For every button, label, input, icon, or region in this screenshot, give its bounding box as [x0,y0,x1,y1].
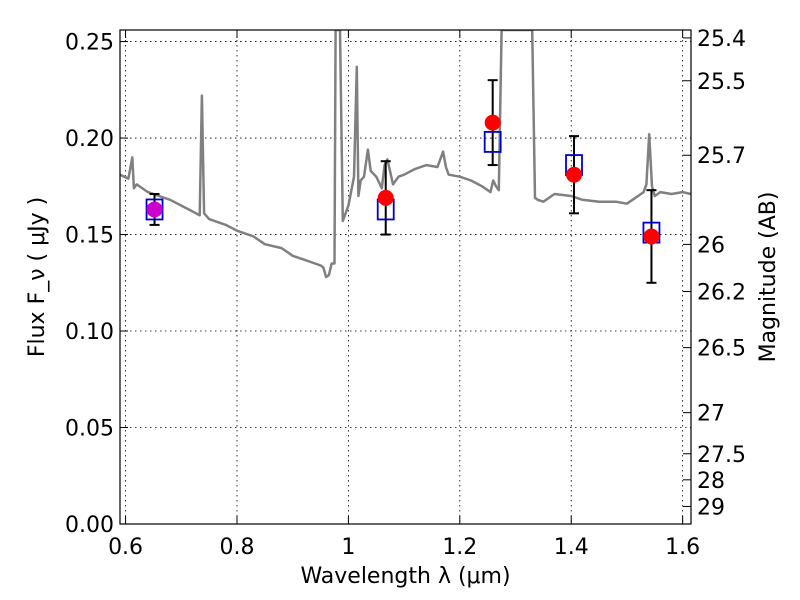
model-band-markers [145,131,661,244]
model-spectrum-line [120,30,691,279]
grid-lines [120,30,691,525]
model-band-point [483,131,502,153]
x-tick-label: 1.2 [442,535,477,560]
y2-tick-label: 27 [697,402,725,427]
y2-tick-label: 27.5 [697,443,746,468]
x-tick-label: 1 [341,535,355,560]
y2-tick-label: 26.5 [697,337,746,362]
y-tick-label: 0.20 [65,127,114,152]
y2-tick-label: 26 [697,233,725,258]
y2-axis-label: Magnitude (AB) [756,192,781,363]
x-tick-label: 1.4 [554,535,589,560]
x-axis-label: Wavelength λ (μm) [300,564,510,589]
observed-point [146,201,163,218]
observed-point [566,166,583,183]
y2-tick-label: 25.7 [697,144,746,169]
x-tick-label: 0.8 [219,535,254,560]
y-tick-label: 0.00 [65,513,114,538]
y-tick-label: 0.15 [65,224,114,249]
y2-tick-label: 26.2 [697,280,746,305]
x-tick-label: 1.6 [665,535,700,560]
y-tick-label: 0.10 [65,320,114,345]
observed-point [643,228,660,245]
y2-tick-label: 28 [697,469,725,494]
y-tick-label: 0.05 [65,417,114,442]
model-spectrum [120,30,691,279]
error-bars [149,79,657,284]
x-tick-label: 0.6 [108,535,143,560]
observed-markers [146,114,660,245]
y2-tick-label: 29 [697,495,725,520]
axis-ticks: 0.6 0.8 1 1.2 1.4 1.6 0.00 0.05 0.10 0.15 0.20 0.25… [65,27,746,560]
y2-tick-label: 25.5 [697,70,746,95]
y-axis-label: Flux F_ν ( μJy ) [25,197,50,357]
observed-point [377,189,394,206]
plot-frame [119,29,692,525]
y2-tick-label: 25.4 [697,27,746,52]
observed-point [484,114,501,131]
y-tick-label: 0.25 [65,31,114,56]
